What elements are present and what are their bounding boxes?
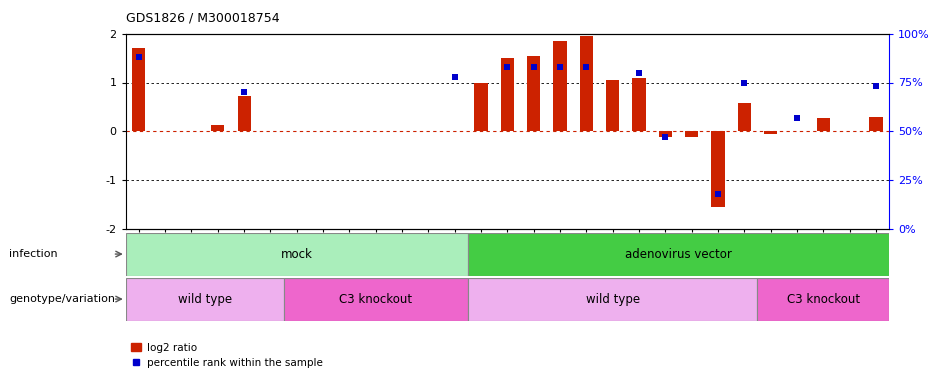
- Text: GDS1826 / M300018754: GDS1826 / M300018754: [126, 11, 279, 24]
- Text: wild type: wild type: [178, 292, 232, 306]
- Bar: [468, 232, 889, 276]
- Bar: [237, 96, 250, 131]
- Bar: [758, 278, 889, 321]
- Bar: [632, 78, 645, 131]
- Bar: [475, 82, 488, 131]
- Bar: [659, 131, 672, 137]
- Text: wild type: wild type: [586, 292, 640, 306]
- Bar: [468, 278, 758, 321]
- Bar: [764, 131, 777, 134]
- Bar: [284, 278, 468, 321]
- Text: mock: mock: [281, 248, 313, 261]
- Text: C3 knockout: C3 knockout: [339, 292, 412, 306]
- Bar: [211, 125, 224, 131]
- Bar: [580, 36, 593, 131]
- Bar: [711, 131, 724, 207]
- Bar: [685, 131, 698, 137]
- Bar: [126, 278, 284, 321]
- Text: genotype/variation: genotype/variation: [9, 294, 115, 304]
- Bar: [132, 48, 145, 131]
- Text: adenovirus vector: adenovirus vector: [625, 248, 732, 261]
- Bar: [870, 117, 883, 131]
- Legend: log2 ratio, percentile rank within the sample: log2 ratio, percentile rank within the s…: [131, 343, 322, 368]
- Bar: [501, 58, 514, 131]
- Bar: [816, 118, 830, 131]
- Bar: [527, 56, 540, 131]
- Bar: [737, 103, 751, 131]
- Bar: [606, 80, 619, 131]
- Bar: [126, 232, 468, 276]
- Text: C3 knockout: C3 knockout: [787, 292, 860, 306]
- Bar: [553, 41, 567, 131]
- Text: infection: infection: [9, 249, 58, 259]
